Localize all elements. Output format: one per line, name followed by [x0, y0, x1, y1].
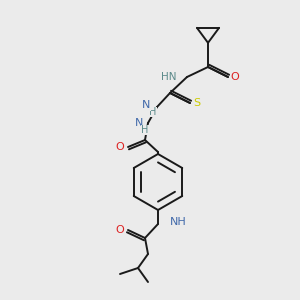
- Text: N: N: [142, 100, 150, 110]
- Text: N: N: [135, 118, 143, 128]
- Text: O: O: [231, 72, 239, 82]
- Text: H: H: [149, 107, 157, 117]
- Text: O: O: [116, 142, 124, 152]
- Text: S: S: [194, 98, 201, 108]
- Text: H: H: [141, 125, 149, 135]
- Text: NH: NH: [170, 217, 187, 227]
- Text: O: O: [116, 225, 124, 235]
- Text: HN: HN: [161, 72, 177, 82]
